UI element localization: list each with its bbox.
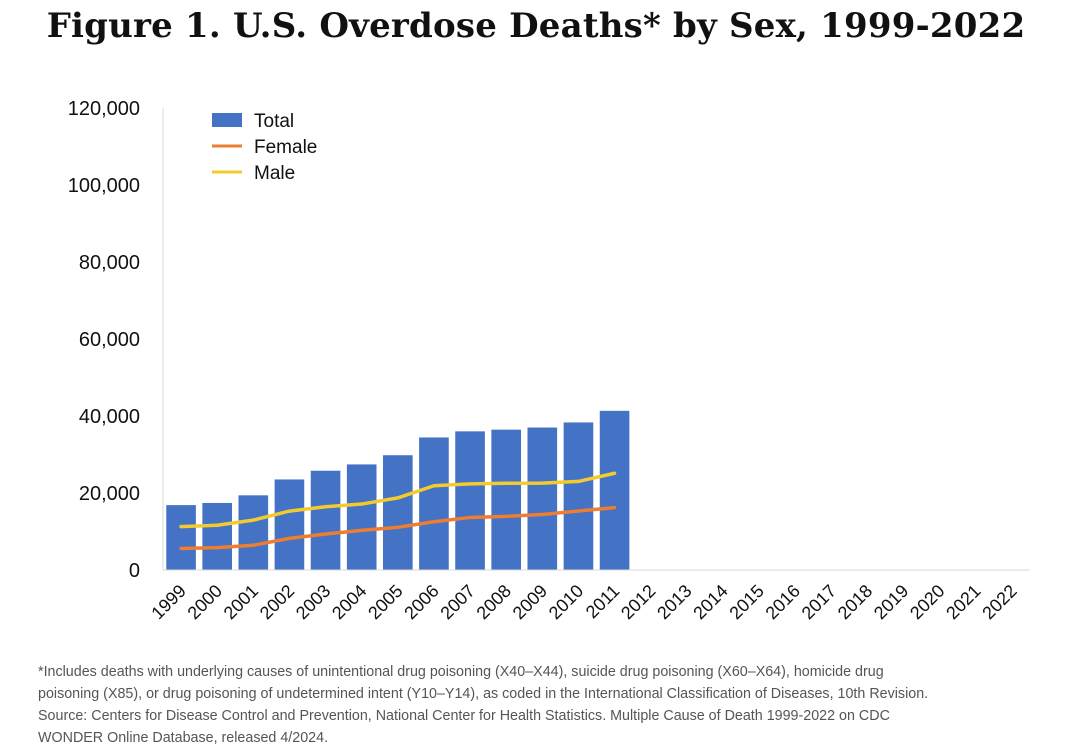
sex-lines [179, 471, 617, 551]
legend-label-total: Total [254, 111, 294, 132]
footnote: *Includes deaths with underlying causes … [38, 661, 1058, 749]
x-tick-label: 2012 [617, 581, 659, 623]
y-tick-label: 0 [129, 560, 140, 582]
x-tick-label: 2009 [509, 581, 551, 623]
total-bar [599, 410, 630, 570]
overdose-deaths-chart: 020,00040,00060,00080,000100,000120,000 … [68, 98, 1030, 623]
x-tick-label: 2006 [400, 581, 442, 623]
x-tick-label: 2011 [582, 581, 624, 623]
y-axis: 0 20,000 40,000 60,000 80,000 100,000 120,000 [68, 98, 164, 582]
x-tick-label: 2008 [473, 581, 515, 623]
x-tick-label: 2001 [220, 581, 262, 623]
total-bar [455, 431, 485, 570]
total-bar [527, 427, 558, 570]
x-tick-label: 2015 [725, 581, 767, 623]
footnote-line: WONDER Online Database, released 4/2024. [38, 730, 329, 746]
x-tick-label: 2002 [256, 581, 298, 623]
x-tick-label: 2004 [328, 581, 370, 623]
legend-swatch-total [212, 113, 242, 127]
footnote-line: Source: Centers for Disease Control and … [38, 708, 890, 724]
x-tick-label: 2005 [364, 581, 406, 623]
total-bar [202, 502, 232, 570]
x-tick-label: 2021 [942, 581, 984, 623]
x-tick-label: 2013 [653, 581, 695, 623]
total-bar [166, 505, 196, 570]
x-tick-label: 2014 [689, 581, 731, 623]
y-tick-label: 60,000 [79, 329, 140, 351]
y-tick-label: 100,000 [68, 175, 140, 197]
total-bar [563, 422, 594, 570]
x-tick-label: 2003 [292, 581, 334, 623]
female-line [179, 505, 617, 551]
x-tick-label: 2020 [906, 581, 948, 623]
male-line [179, 471, 617, 529]
x-tick-label: 1999 [147, 581, 189, 623]
chart-title: Figure 1. U.S. Overdose Deaths* by Sex, … [46, 6, 1026, 46]
x-tick-label: 2007 [436, 581, 478, 623]
y-tick-label: 20,000 [79, 483, 140, 505]
y-tick-label: 80,000 [79, 252, 140, 274]
legend-label-male: Male [254, 163, 295, 184]
total-bar [491, 429, 521, 570]
x-tick-label: 2017 [798, 581, 840, 623]
y-tick-label: 40,000 [79, 406, 140, 428]
y-tick-label: 120,000 [68, 98, 140, 120]
x-tick-label: 2019 [870, 581, 912, 623]
total-bar [346, 464, 377, 570]
total-bar [238, 495, 269, 570]
total-bars [166, 410, 630, 570]
x-tick-label: 2018 [834, 581, 876, 623]
x-tick-label: 2022 [978, 581, 1020, 623]
legend-label-female: Female [254, 137, 317, 158]
total-bar [383, 455, 413, 570]
footnote-line: poisoning (X85), or drug poisoning of un… [38, 686, 929, 702]
x-tick-label: 2016 [762, 581, 804, 623]
footnote-line: *Includes deaths with underlying causes … [38, 664, 884, 680]
x-axis: 1999200020012002200320042005200620072008… [147, 569, 1030, 623]
total-bar [419, 437, 449, 570]
x-tick-label: 2010 [545, 581, 587, 623]
total-bar [310, 470, 341, 570]
legend: Total Female Male [212, 111, 317, 184]
x-tick-label: 2000 [184, 581, 226, 623]
total-bar [274, 479, 305, 570]
